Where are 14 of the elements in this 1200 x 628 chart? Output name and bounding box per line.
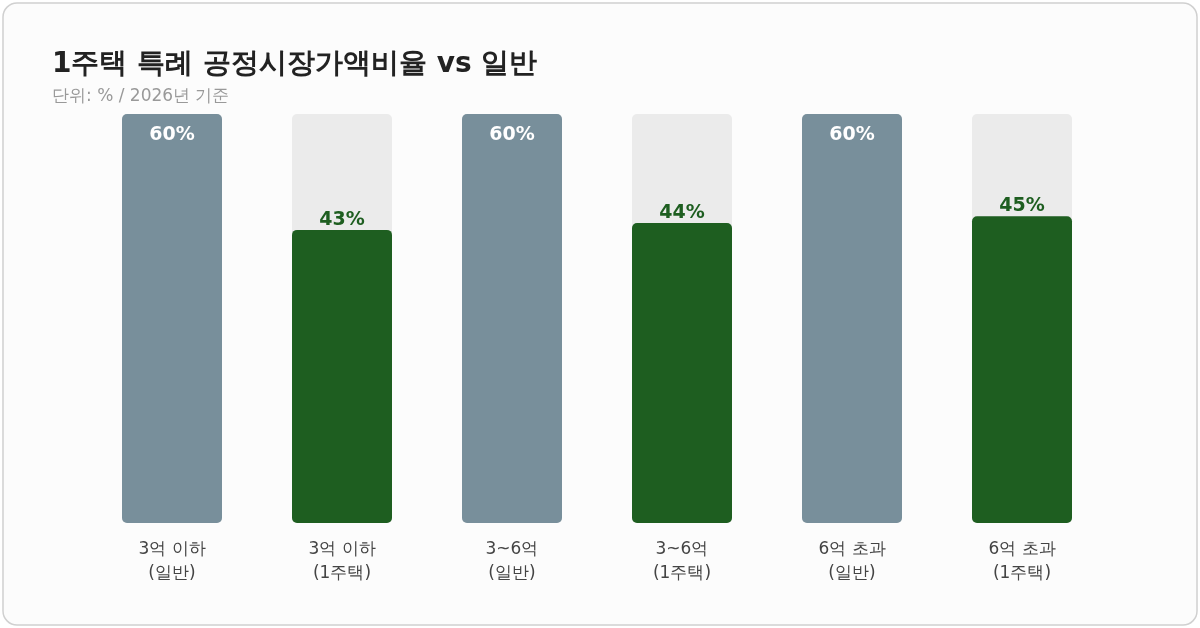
data-label: 60% bbox=[149, 122, 195, 144]
data-label: 45% bbox=[999, 193, 1045, 216]
x-tick-label: 3억 이하 (1주택) bbox=[308, 538, 376, 582]
x-tick-label: 3~6억 (1주택) bbox=[652, 538, 712, 582]
chart-title: 1주택 특례 공정시장가액비율 vs 일반 bbox=[52, 46, 538, 79]
x-tick-label: 6억 초과 (일반) bbox=[818, 538, 886, 582]
x-tick-label: 3~6억 (일반) bbox=[485, 538, 539, 582]
data-label: 44% bbox=[659, 200, 705, 223]
data-label: 43% bbox=[319, 206, 365, 229]
x-tick-label: 3억 이하 (일반) bbox=[138, 538, 206, 582]
chart-subtitle: 단위: % / 2026년 기준 bbox=[52, 85, 230, 105]
x-tick-label: 6억 초과 (1주택) bbox=[988, 538, 1056, 582]
data-label: 60% bbox=[489, 122, 535, 144]
data-label: 60% bbox=[829, 122, 875, 144]
